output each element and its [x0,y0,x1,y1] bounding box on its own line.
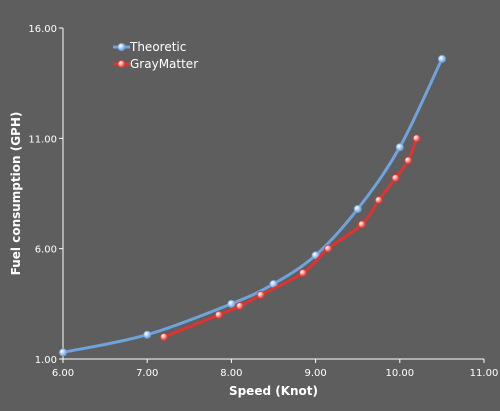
x-tick-label: 7.00 [136,368,158,379]
axes: 6.00 7.00 8.00 9.00 10.00 11.00 1.00 6.00 11.00 1… [28,24,498,379]
series-line [162,136,419,339]
y-tick-label: 16.00 [28,24,57,35]
data-point [353,204,362,213]
data-point [391,174,400,183]
x-axis-title: Speed (Knot) [229,384,318,398]
data-point [214,310,223,319]
data-point [59,348,68,357]
legend: Theoretic GrayMatter [113,40,198,71]
series-theoretic [59,54,446,357]
data-point [311,251,320,260]
data-point [324,244,333,253]
data-point [298,268,307,277]
series-layer [59,54,446,357]
legend-entry: Theoretic [113,40,186,54]
data-point [395,143,404,152]
y-tick-label: 6.00 [35,245,57,256]
data-point [227,299,236,308]
x-tick-label: 11.00 [470,368,499,379]
data-point [256,291,265,300]
legend-entry: GrayMatter [113,57,198,71]
y-tick-label: 11.00 [28,134,57,145]
data-point [357,220,366,229]
data-point [374,196,383,205]
x-tick-label: 9.00 [304,368,326,379]
x-tick-label: 8.00 [220,368,242,379]
legend-label: Theoretic [129,40,186,54]
data-point [412,134,421,143]
legend-label: GrayMatter [130,57,198,71]
x-tick-label: 10.00 [385,368,414,379]
legend-swatch-marker [117,60,126,69]
y-tick-label: 1.00 [35,355,57,366]
data-point [437,54,446,63]
series-graymatter [160,134,421,341]
series-line [61,57,444,354]
data-point [404,156,413,165]
x-tick-label: 6.00 [52,368,74,379]
data-point [235,302,244,311]
data-point [160,332,169,341]
legend-swatch-marker [117,43,126,52]
y-axis-title: Fuel consumption (GPH) [9,112,23,276]
data-point [143,330,152,339]
